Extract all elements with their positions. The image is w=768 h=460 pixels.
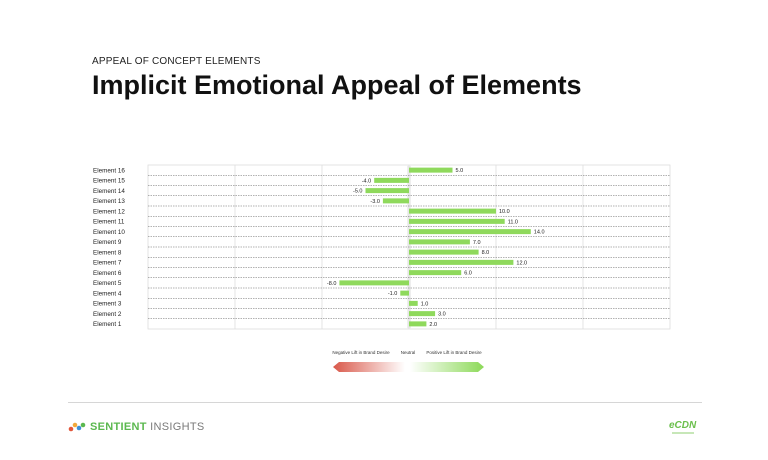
data-bar [409, 321, 427, 327]
category-label: Element 4 [93, 290, 122, 297]
legend-negative-label: Negative Lift in Brand Desire [332, 350, 390, 355]
data-label: -5.0 [353, 189, 362, 195]
data-bar [374, 177, 409, 183]
data-label: 3.0 [438, 312, 446, 318]
category-label: Element 10 [93, 229, 125, 236]
data-label: 2.0 [429, 322, 437, 328]
category-label: Element 15 [93, 178, 125, 185]
data-bar [365, 188, 409, 194]
category-label: Element 5 [93, 280, 122, 287]
data-label: 12.0 [516, 260, 527, 266]
category-label: Element 12 [93, 208, 125, 215]
data-label: 7.0 [473, 240, 481, 246]
data-bar [382, 198, 409, 204]
category-label: Element 7 [93, 260, 122, 267]
category-label: Element 9 [93, 239, 122, 246]
category-label: Element 3 [93, 301, 122, 308]
data-bar [409, 311, 436, 317]
category-label: Element 11 [93, 219, 125, 226]
data-bar [400, 290, 409, 296]
data-label: 14.0 [534, 230, 545, 236]
data-bar [409, 249, 479, 255]
data-label: -8.0 [327, 281, 336, 287]
data-bar [409, 300, 418, 306]
sentient-insights-logo: SENTIENT INSIGHTS [68, 421, 205, 433]
ecdn-wordmark: eCDN [669, 420, 697, 431]
data-label: 1.0 [421, 301, 429, 307]
data-label: -1.0 [388, 291, 397, 297]
data-bar [409, 167, 453, 173]
page-subtitle: APPEAL OF CONCEPT ELEMENTS [92, 56, 261, 67]
data-label: -3.0 [370, 199, 379, 205]
category-label: Element 14 [93, 188, 125, 195]
category-label: Element 2 [93, 311, 122, 318]
category-label: Element 8 [93, 249, 122, 256]
data-bar [409, 229, 531, 235]
data-bar [339, 280, 409, 286]
data-bar [409, 259, 514, 265]
data-label: -4.0 [362, 178, 371, 184]
logo-wordmark: SENTIENT INSIGHTS [90, 421, 205, 433]
ecdn-underline [671, 432, 694, 434]
data-label: 5.0 [456, 168, 464, 174]
data-bar [409, 239, 470, 245]
category-label: Element 6 [93, 270, 122, 277]
data-label: 10.0 [499, 209, 510, 215]
sentient-logo-icon [68, 422, 86, 432]
legend-positive-label: Positive Lift in Brand Desire [426, 350, 482, 355]
data-label: 8.0 [482, 250, 490, 256]
page-title: Implicit Emotional Appeal of Elements [92, 70, 582, 100]
data-label: 6.0 [464, 271, 472, 277]
lift-scale-legend: Negative Lift in Brand Desire Neutral Po… [332, 350, 484, 372]
legend-neutral-label: Neutral [401, 350, 416, 355]
category-label: Element 1 [93, 321, 122, 328]
data-label: 11.0 [508, 219, 518, 225]
category-label: Element 13 [93, 198, 125, 205]
data-bar [409, 218, 505, 224]
data-bar [409, 208, 496, 214]
negative-scale-arrow [333, 362, 405, 372]
ecdn-logo: eCDN [669, 420, 696, 434]
footer-divider [68, 402, 702, 403]
data-bar [409, 270, 462, 276]
positive-scale-arrow [410, 362, 484, 372]
category-label: Element 16 [93, 167, 125, 174]
